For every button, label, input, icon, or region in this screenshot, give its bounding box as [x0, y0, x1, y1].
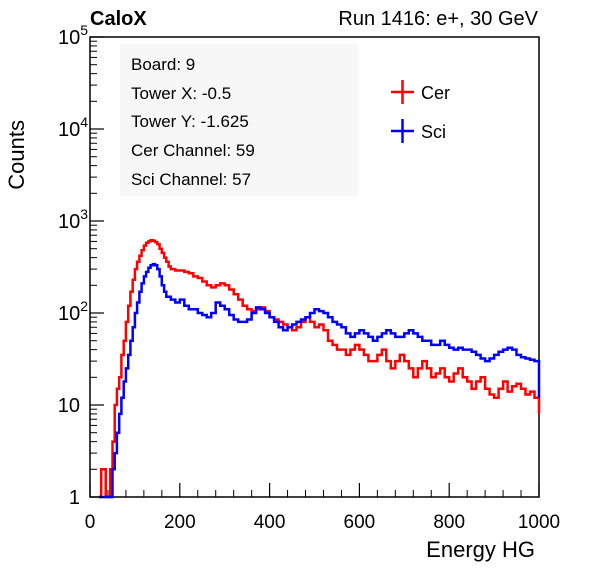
y-tick-label: 10	[58, 395, 80, 417]
series-layer	[99, 238, 541, 499]
y-tick-label: 102	[58, 298, 88, 325]
x-tick-label: 0	[85, 512, 96, 533]
x-tick-label: 1000	[518, 512, 560, 533]
x-tick-label: 600	[344, 512, 376, 533]
legend-label-cer: Cer	[421, 83, 450, 103]
series-line-cer	[99, 238, 541, 499]
x-axis-label: Energy HG	[426, 537, 535, 562]
info-box-background	[120, 44, 358, 196]
legend: Cer Sci	[391, 80, 450, 143]
y-tick-label: 103	[58, 206, 88, 233]
axes-layer: 0 200 400 600 800 1000 1 10 102 103 104 105	[58, 22, 560, 533]
plot-frame	[89, 36, 540, 498]
x-tick-label: 200	[164, 512, 196, 533]
info-line-tower-y: Tower Y: -1.625	[131, 112, 249, 131]
y-tick-label: 105	[58, 22, 88, 49]
y-tick-label: 1	[69, 487, 80, 509]
legend-label-sci: Sci	[421, 122, 446, 142]
info-line-board: Board: 9	[131, 55, 195, 74]
y-tick-label: 104	[58, 114, 88, 141]
legend-marker-cer	[391, 80, 414, 104]
info-line-cer-channel: Cer Channel: 59	[131, 141, 255, 160]
legend-marker-sci	[391, 119, 414, 143]
x-tick-label: 400	[254, 512, 286, 533]
chart-title: CaloX	[90, 8, 147, 30]
info-line-tower-x: Tower X: -0.5	[131, 84, 231, 103]
series-line-sci	[99, 262, 541, 499]
y-axis-label: Counts	[4, 120, 29, 190]
info-line-sci-channel: Sci Channel: 57	[131, 170, 251, 189]
info-box: Board: 9 Tower X: -0.5 Tower Y: -1.625 C…	[120, 44, 358, 196]
run-label: Run 1416: e+, 30 GeV	[338, 8, 538, 30]
x-tick-label: 800	[433, 512, 465, 533]
